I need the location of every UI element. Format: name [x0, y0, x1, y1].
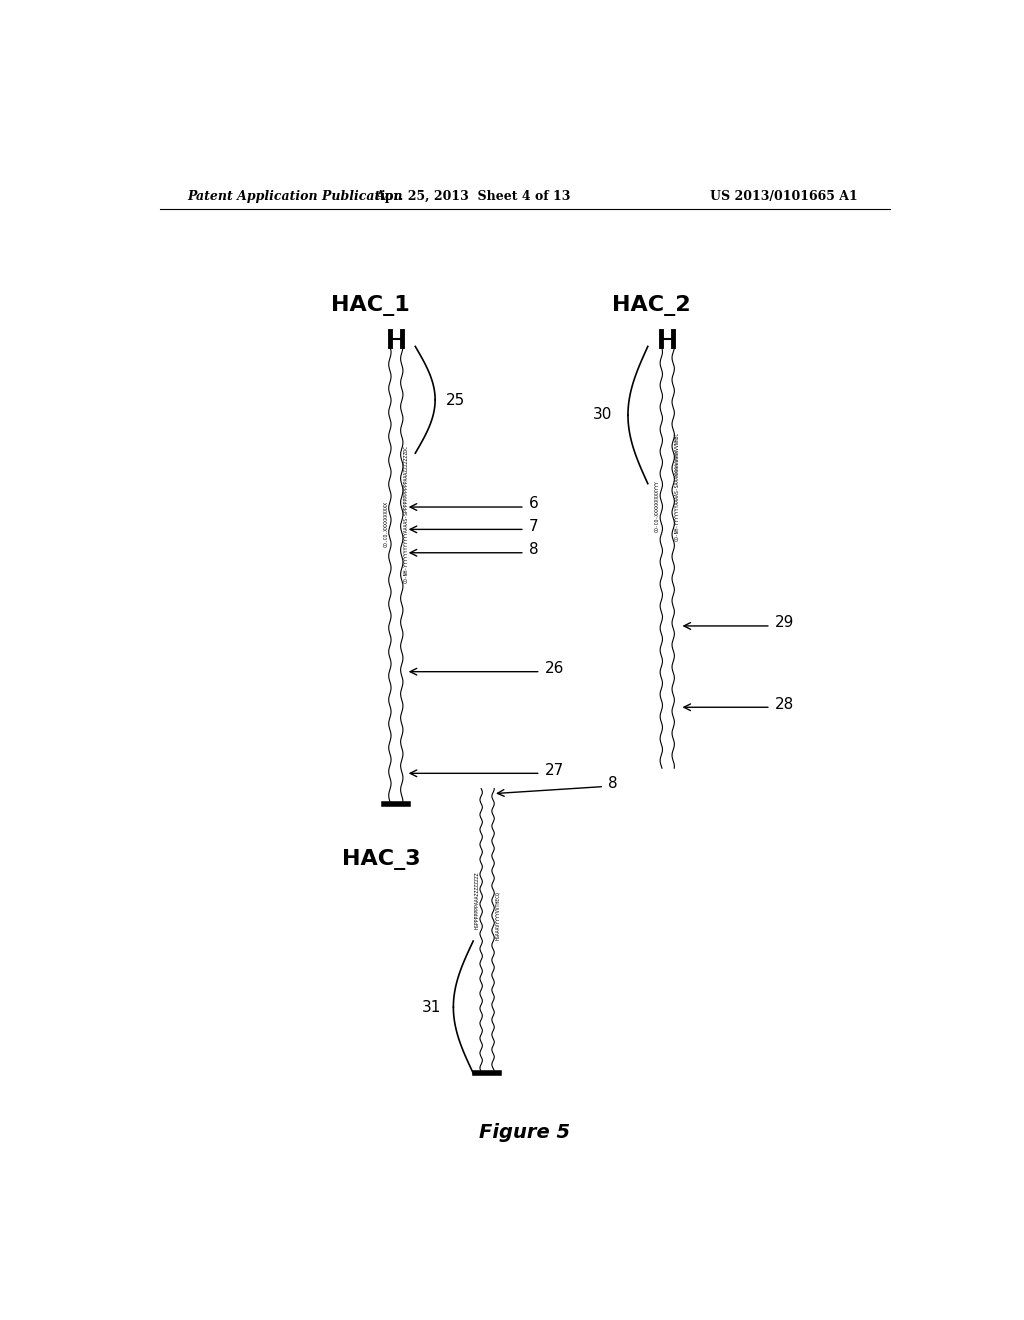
- Text: Patent Application Publication: Patent Application Publication: [187, 190, 403, 202]
- Text: 29: 29: [775, 615, 795, 631]
- Text: 8: 8: [528, 543, 539, 557]
- Text: 25: 25: [445, 393, 465, 408]
- Text: HAC_2: HAC_2: [612, 296, 691, 317]
- Text: HSPPPPPPPAAAZZZZZZZZ: HSPPPPPPPAAAZZZZZZZZ: [475, 871, 479, 929]
- Text: CO-NH-YYYYYYYYYYYYAAAAS-SPPPPPPPPPPPAAAZZZZZZZDC: CO-NH-YYYYYYYYYYYYAAAAS-SPPPPPPPPPPPAAAZ…: [403, 445, 409, 583]
- Text: Apr. 25, 2013  Sheet 4 of 13: Apr. 25, 2013 Sheet 4 of 13: [376, 190, 571, 202]
- Text: US 2013/0101665 A1: US 2013/0101665 A1: [711, 190, 858, 202]
- Text: Figure 5: Figure 5: [479, 1122, 570, 1142]
- Text: HAC_3: HAC_3: [342, 849, 421, 870]
- Text: CO-NH-YYYYYYYAAAAS-SAAAWWWWWWWWWVVNHBC: CO-NH-YYYYYYYAAAAS-SAAAWWWWWWWWWVVNHBC: [675, 432, 680, 541]
- Text: HSAAAVYYYYVVTHECQ: HSAAAVYYYYVVTHECQ: [495, 891, 500, 940]
- Text: 30: 30: [593, 407, 612, 422]
- Text: HAC_1: HAC_1: [331, 296, 410, 317]
- Text: 27: 27: [545, 763, 564, 777]
- Text: 26: 26: [545, 661, 564, 676]
- Text: CO-CO-XXXXXXXXXYYY: CO-CO-XXXXXXXXXYYY: [654, 480, 659, 532]
- Text: 7: 7: [528, 519, 539, 533]
- Text: 28: 28: [775, 697, 794, 711]
- Text: 6: 6: [528, 496, 539, 511]
- Text: CO.CO.XXXXXXXXXX: CO.CO.XXXXXXXXXX: [383, 502, 388, 548]
- Text: 31: 31: [422, 999, 441, 1015]
- Text: 8: 8: [608, 776, 617, 791]
